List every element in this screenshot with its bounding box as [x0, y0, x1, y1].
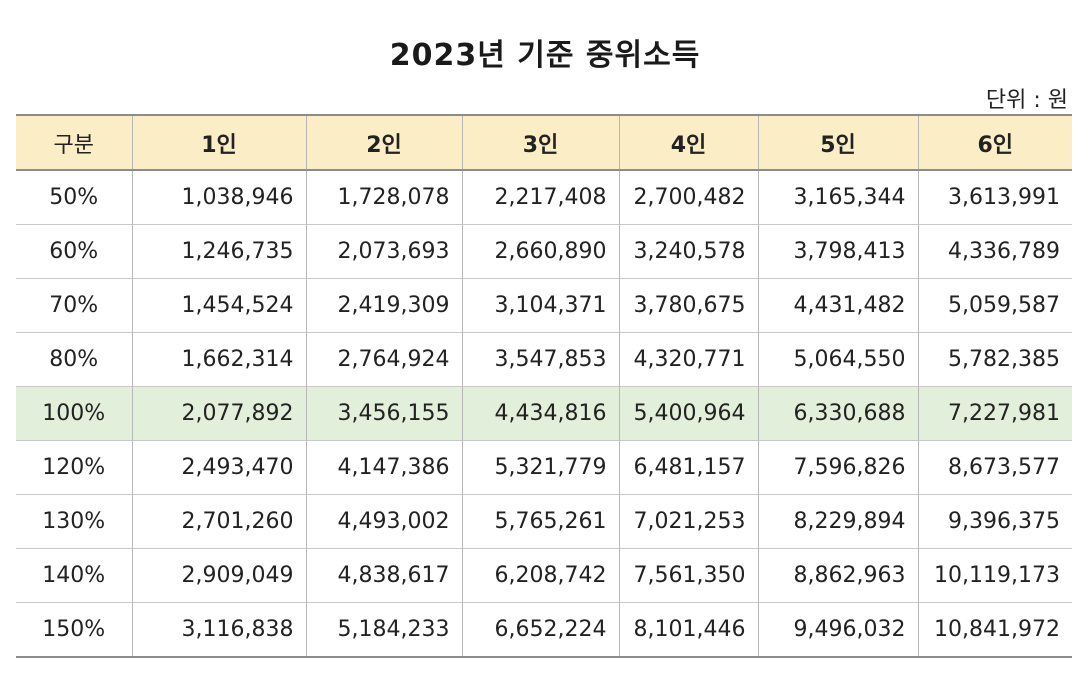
income-cell: 1,246,735 [131, 224, 307, 279]
income-cell: 5,184,233 [305, 602, 463, 657]
income-cell: 5,064,550 [757, 332, 919, 387]
income-cell: 3,780,675 [618, 278, 759, 333]
income-cell: 3,116,838 [131, 602, 307, 657]
income-cell: 2,217,408 [461, 170, 620, 225]
header-row: 구분 1인 2인 3인 4인 5인 6인 [16, 115, 1072, 170]
income-cell: 2,764,924 [305, 332, 463, 387]
header-category: 구분 [16, 115, 133, 170]
income-cell: 7,021,253 [618, 494, 759, 549]
income-cell: 7,596,826 [757, 440, 919, 495]
income-cell: 3,104,371 [461, 278, 620, 333]
income-cell: 4,493,002 [305, 494, 463, 549]
table-row: 130% 2,701,260 4,493,002 5,765,261 7,021,253… [16, 494, 1072, 549]
header-2-person: 2인 [305, 115, 463, 170]
row-label: 70% [16, 278, 133, 333]
income-cell: 6,481,157 [618, 440, 759, 495]
row-label: 120% [16, 440, 133, 495]
income-cell: 4,320,771 [618, 332, 759, 387]
income-cell: 4,336,789 [917, 224, 1072, 279]
income-cell: 10,119,173 [917, 548, 1072, 603]
income-cell: 4,147,386 [305, 440, 463, 495]
income-cell: 3,456,155 [305, 386, 463, 441]
table-row: 80% 1,662,314 2,764,924 3,547,853 4,320,771 5… [16, 332, 1072, 387]
income-cell: 2,419,309 [305, 278, 463, 333]
income-cell: 2,493,470 [131, 440, 307, 495]
income-cell: 2,073,693 [305, 224, 463, 279]
table-header: 구분 1인 2인 3인 4인 5인 6인 [16, 115, 1072, 170]
income-cell: 8,862,963 [757, 548, 919, 603]
row-label: 150% [16, 602, 133, 657]
income-cell: 2,660,890 [461, 224, 620, 279]
header-3-person: 3인 [461, 115, 620, 170]
page-title: 2023년 기준 중위소득 [389, 38, 701, 73]
income-cell: 3,798,413 [757, 224, 919, 279]
income-cell: 2,701,260 [131, 494, 307, 549]
header-5-person: 5인 [757, 115, 919, 170]
income-cell: 9,396,375 [917, 494, 1072, 549]
income-cell: 10,841,972 [917, 602, 1072, 657]
income-cell: 3,240,578 [618, 224, 759, 279]
table-row: 150% 3,116,838 5,184,233 6,652,224 8,101,446… [16, 602, 1072, 657]
income-cell: 9,496,032 [757, 602, 919, 657]
income-cell: 7,561,350 [618, 548, 759, 603]
row-label: 100% [16, 386, 133, 441]
income-cell: 8,101,446 [618, 602, 759, 657]
income-cell: 4,431,482 [757, 278, 919, 333]
income-cell: 6,208,742 [461, 548, 620, 603]
table-row: 100% 2,077,892 3,456,155 4,434,816 5,400,964… [16, 386, 1072, 441]
income-cell: 3,165,344 [757, 170, 919, 225]
income-cell: 5,400,964 [618, 386, 759, 441]
table-row: 70% 1,454,524 2,419,309 3,104,371 3,780,675 4… [16, 278, 1072, 333]
income-cell: 1,454,524 [131, 278, 307, 333]
income-cell: 1,038,946 [131, 170, 307, 225]
income-cell: 5,321,779 [461, 440, 620, 495]
row-label: 140% [16, 548, 133, 603]
income-cell: 3,613,991 [917, 170, 1072, 225]
income-cell: 5,059,587 [917, 278, 1072, 333]
table-row: 140% 2,909,049 4,838,617 6,208,742 7,561,350… [16, 548, 1072, 603]
row-label: 50% [16, 170, 133, 225]
table-row: 60% 1,246,735 2,073,693 2,660,890 3,240,578 3… [16, 224, 1072, 279]
median-income-table: 구분 1인 2인 3인 4인 5인 6인 50% 1,038,946 1,728,0… [16, 114, 1072, 658]
header-4-person: 4인 [618, 115, 759, 170]
income-cell: 2,700,482 [618, 170, 759, 225]
income-cell: 8,673,577 [917, 440, 1072, 495]
income-cell: 2,077,892 [131, 386, 307, 441]
income-cell: 8,229,894 [757, 494, 919, 549]
row-label: 80% [16, 332, 133, 387]
income-cell: 2,909,049 [131, 548, 307, 603]
unit-label: 단위 : 원 [985, 88, 1068, 113]
income-cell: 5,782,385 [917, 332, 1072, 387]
table-row: 50% 1,038,946 1,728,078 2,217,408 2,700,482 3… [16, 170, 1072, 225]
row-label: 60% [16, 224, 133, 279]
table-row: 120% 2,493,470 4,147,386 5,321,779 6,481,157… [16, 440, 1072, 495]
income-cell: 5,765,261 [461, 494, 620, 549]
income-cell: 4,838,617 [305, 548, 463, 603]
header-1-person: 1인 [131, 115, 307, 170]
header-6-person: 6인 [917, 115, 1072, 170]
row-label: 130% [16, 494, 133, 549]
income-cell: 1,728,078 [305, 170, 463, 225]
income-cell: 7,227,981 [917, 386, 1072, 441]
income-cell: 4,434,816 [461, 386, 620, 441]
income-cell: 3,547,853 [461, 332, 620, 387]
income-cell: 1,662,314 [131, 332, 307, 387]
income-cell: 6,652,224 [461, 602, 620, 657]
income-cell: 6,330,688 [757, 386, 919, 441]
table-body: 50% 1,038,946 1,728,078 2,217,408 2,700,482 3… [16, 170, 1072, 657]
